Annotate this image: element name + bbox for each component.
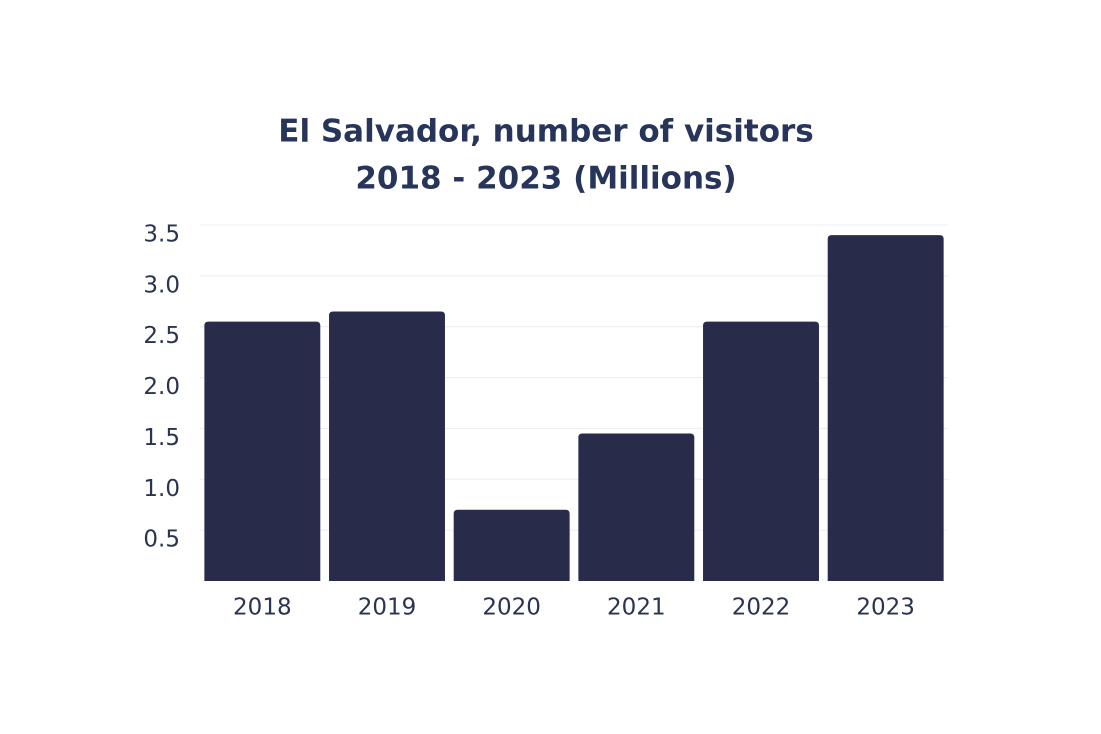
bar bbox=[827, 235, 944, 581]
y-tick-label: 2.5 bbox=[143, 323, 180, 349]
y-tick-label: 1.0 bbox=[143, 476, 180, 502]
x-tick-label: 2019 bbox=[358, 595, 417, 621]
y-tick-label: 1.5 bbox=[143, 425, 180, 451]
y-tick-label: 3.0 bbox=[143, 272, 180, 298]
bar bbox=[578, 433, 695, 581]
chart-title: 2018 - 2023 (Millions) bbox=[355, 161, 736, 197]
x-tick-label: 2022 bbox=[732, 595, 791, 621]
bar bbox=[703, 321, 819, 581]
bar bbox=[204, 321, 321, 581]
x-tick-label: 2021 bbox=[607, 595, 666, 621]
x-tick-label: 2018 bbox=[233, 595, 292, 621]
bar bbox=[329, 311, 445, 581]
chart-title: El Salvador, number of visitors bbox=[278, 114, 813, 150]
x-tick-label: 2020 bbox=[482, 595, 541, 621]
y-tick-label: 0.5 bbox=[143, 527, 180, 553]
y-tick-label: 2.0 bbox=[143, 374, 180, 400]
bar bbox=[453, 509, 570, 581]
y-tick-label: 3.5 bbox=[143, 222, 180, 248]
x-tick-label: 2023 bbox=[856, 595, 915, 621]
